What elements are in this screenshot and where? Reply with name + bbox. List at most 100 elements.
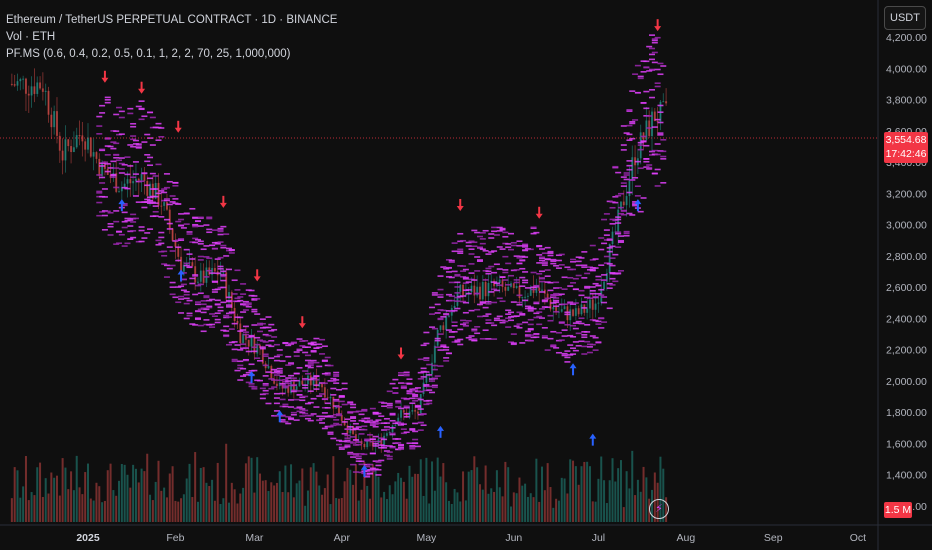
signal-mark [104, 163, 111, 165]
time-tick-label: Feb [166, 532, 184, 544]
signal-mark [197, 259, 204, 261]
currency-button[interactable]: USDT [884, 6, 926, 30]
signal-mark [505, 262, 512, 265]
signal-mark [457, 248, 464, 251]
signal-mark [138, 180, 145, 183]
signal-mark [161, 191, 168, 194]
signal-mark [443, 357, 450, 359]
signal-mark [440, 316, 447, 318]
bar-countdown: 17:42:46 [885, 148, 927, 160]
signal-mark [412, 393, 419, 396]
signal-mark [479, 302, 486, 304]
volume-bar [89, 498, 92, 522]
candle-body [521, 297, 524, 299]
signal-mark [457, 343, 464, 346]
signal-mark [155, 239, 162, 242]
candle-body [622, 201, 625, 206]
signal-mark [313, 347, 320, 350]
signal-mark [121, 226, 128, 229]
signal-mark [651, 149, 658, 152]
signal-mark [553, 297, 560, 299]
signal-mark [389, 433, 396, 436]
signal-mark [130, 213, 137, 216]
signal-mark [127, 225, 134, 227]
signal-mark [302, 378, 309, 381]
price-axis[interactable]: 4,200.004,000.003,800.003,600.003,400.00… [886, 32, 927, 513]
signal-mark [508, 232, 514, 235]
signal-mark [135, 201, 142, 203]
candle-body [315, 376, 318, 387]
signal-mark [333, 422, 340, 425]
signal-mark [412, 395, 419, 398]
indicator-legend[interactable]: PF.MS (0.6, 0.4, 0.2, 0.5, 0.1, 1, 2, 2,… [6, 48, 291, 60]
candle-body [586, 308, 589, 313]
signal-mark [654, 168, 661, 171]
signal-mark [539, 259, 546, 262]
signal-mark [544, 246, 551, 249]
candle-body [447, 315, 450, 317]
volume-bar [538, 501, 541, 522]
signal-mark [217, 309, 224, 312]
signal-mark [589, 292, 596, 295]
lightning-icon[interactable]: ⚡ [649, 499, 669, 519]
signal-mark [355, 426, 362, 428]
signal-mark [178, 312, 185, 314]
volume-bar [425, 457, 428, 522]
candle-body [560, 309, 563, 312]
signal-mark [234, 269, 241, 272]
signal-mark [217, 256, 224, 259]
signal-mark [118, 233, 125, 236]
time-axis[interactable]: 2025 Feb Mar Apr May Jun Jul Aug Sep Oct [76, 532, 866, 544]
volume-legend[interactable]: Vol · ETH [6, 31, 56, 43]
signal-mark [589, 244, 596, 247]
signal-mark [248, 334, 255, 337]
signal-mark [352, 454, 359, 456]
signal-mark [138, 226, 145, 228]
signal-mark [437, 293, 444, 296]
signal-mark [245, 371, 252, 374]
signal-mark [589, 269, 596, 271]
signal-mark [319, 422, 326, 424]
volume-bar [154, 481, 157, 522]
candle-body [628, 180, 631, 197]
signal-mark [457, 252, 464, 254]
signal-mark [313, 388, 320, 390]
signal-mark [570, 261, 577, 263]
volume-bar [180, 498, 183, 522]
signal-mark [434, 337, 441, 340]
signal-mark [462, 282, 469, 284]
signal-mark [259, 387, 266, 390]
signal-mark [572, 341, 579, 343]
price-tick-label: 4,000.00 [886, 63, 927, 75]
candle-body [343, 420, 346, 426]
signal-mark [217, 230, 224, 233]
signal-mark [268, 387, 275, 390]
signal-mark [637, 210, 644, 213]
price-tick-label: 2,000.00 [886, 376, 927, 388]
candle-body [611, 231, 614, 244]
signal-mark [203, 245, 210, 247]
signal-mark [629, 214, 636, 216]
volume-bar [594, 501, 597, 522]
signal-mark [395, 421, 402, 423]
signal-mark [623, 232, 630, 235]
signal-mark [443, 313, 450, 316]
signal-mark [651, 41, 658, 44]
signal-mark [262, 341, 269, 343]
volume-bar [137, 482, 140, 522]
signal-mark [570, 324, 577, 327]
signal-mark [601, 296, 608, 298]
signal-mark [603, 234, 610, 236]
signal-mark [547, 254, 554, 257]
symbol-title[interactable]: Ethereum / TetherUS PERPETUAL CONTRACT ·… [6, 14, 338, 26]
signal-mark [257, 359, 264, 362]
signal-mark [409, 447, 416, 450]
signal-mark [335, 406, 342, 408]
signal-mark [375, 468, 382, 471]
signal-mark [606, 282, 613, 285]
signal-mark [341, 382, 348, 385]
signal-mark [516, 240, 523, 243]
signal-mark [138, 229, 145, 232]
signal-mark [423, 371, 430, 373]
